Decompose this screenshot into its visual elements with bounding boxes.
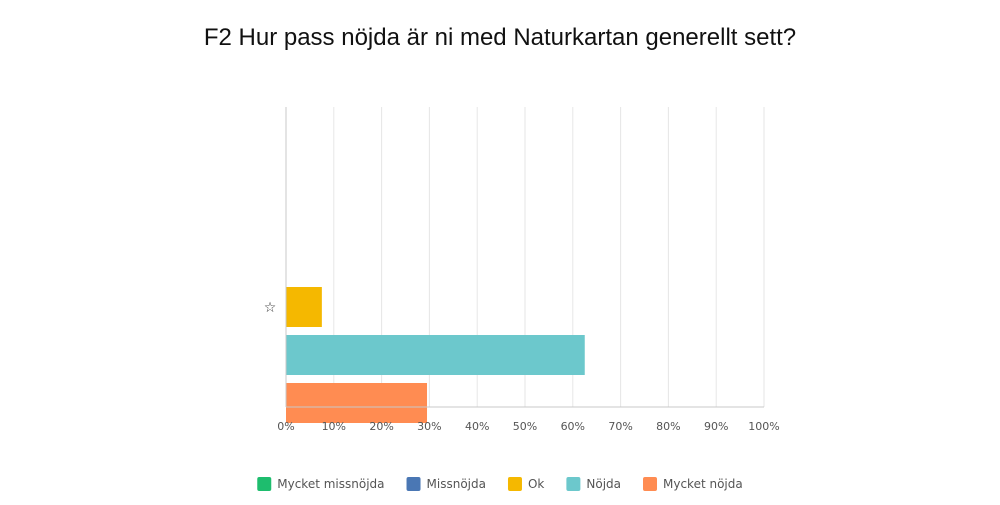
bar-ok bbox=[286, 287, 322, 327]
legend-label: Nöjda bbox=[586, 477, 621, 491]
grid-lines bbox=[333, 107, 765, 407]
legend-item: Ok bbox=[507, 477, 544, 491]
legend-label: Ok bbox=[528, 477, 544, 491]
x-tick-label: 10% bbox=[322, 420, 346, 433]
x-tick-labels: 0% 10% 20% 30% 40% 50% 60% 70% 80% 90% 100% bbox=[277, 420, 779, 433]
legend-swatch bbox=[643, 477, 658, 491]
legend-label: Missnöjda bbox=[427, 477, 486, 491]
legend-item: Missnöjda bbox=[406, 477, 486, 491]
x-tick-label: 90% bbox=[704, 420, 728, 433]
x-tick-label: 40% bbox=[465, 420, 489, 433]
x-tick-label: 20% bbox=[369, 420, 393, 433]
bar-n-jda bbox=[286, 335, 585, 375]
axes bbox=[285, 107, 764, 408]
legend-label: Mycket missnöjda bbox=[277, 477, 384, 491]
x-tick-label: 80% bbox=[656, 420, 680, 433]
bars bbox=[286, 287, 585, 423]
x-tick-label: 30% bbox=[417, 420, 441, 433]
category-markers: ☆ bbox=[264, 300, 277, 316]
x-tick-label: 50% bbox=[513, 420, 537, 433]
legend-item: Mycket nöjda bbox=[643, 477, 743, 491]
x-tick-label: 70% bbox=[608, 420, 632, 433]
legend-item: Mycket missnöjda bbox=[257, 477, 385, 491]
legend: Mycket missnöjda Missnöjda Ok Nöjda Mycket n… bbox=[257, 477, 743, 491]
chart-title: F2 Hur pass nöjda är ni med Naturkartan … bbox=[203, 24, 797, 51]
legend-swatch bbox=[507, 477, 522, 491]
star-icon: ☆ bbox=[264, 300, 277, 316]
legend-label: Mycket nöjda bbox=[663, 477, 743, 491]
x-tick-label: 60% bbox=[561, 420, 585, 433]
legend-swatch bbox=[566, 477, 581, 491]
x-tick-label: 100% bbox=[748, 420, 779, 433]
x-tick-label: 0% bbox=[277, 420, 294, 433]
legend-swatch bbox=[406, 477, 421, 491]
legend-item: Nöjda bbox=[566, 477, 621, 491]
legend-swatch bbox=[257, 477, 272, 491]
bar-mycket-n-jda bbox=[286, 383, 428, 423]
